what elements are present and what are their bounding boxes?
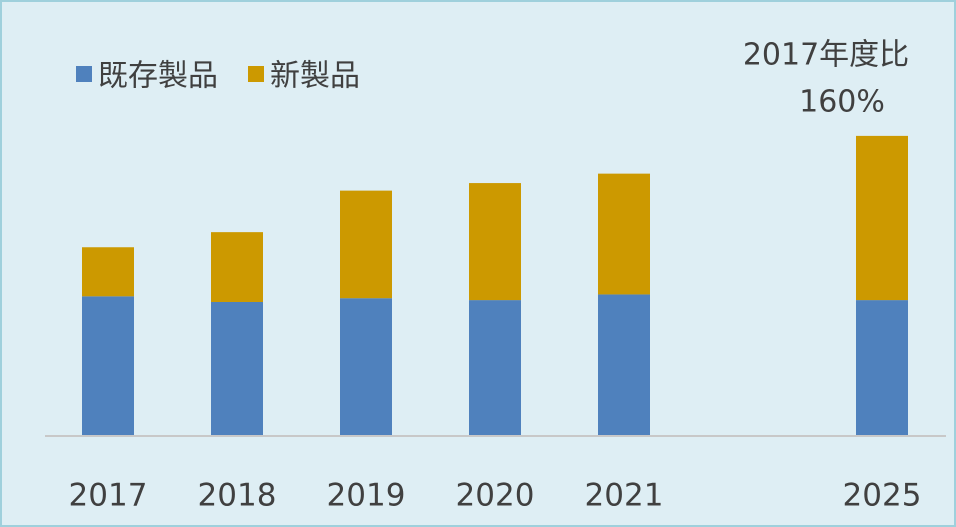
bar-segment <box>856 135 908 301</box>
legend-swatch <box>76 66 92 82</box>
legend-label: 既存製品 <box>98 59 218 94</box>
annotation: 160% <box>799 85 885 120</box>
bar-segment <box>82 247 134 297</box>
bar-segment <box>82 296 134 436</box>
annotation: 2017年度比 <box>743 38 909 73</box>
x-tick-label: 2020 <box>456 478 535 514</box>
x-tick-label: 2018 <box>198 478 277 514</box>
legend-swatch <box>248 66 264 82</box>
bar-segment <box>211 232 263 302</box>
bar-segment <box>340 298 392 436</box>
x-tick-label: 2025 <box>843 478 922 514</box>
x-tick-label: 2019 <box>327 478 406 514</box>
bar-segment <box>598 294 650 436</box>
legend-label: 新製品 <box>270 59 360 94</box>
bar-segment <box>340 190 392 299</box>
x-tick-label: 2017 <box>69 478 148 514</box>
bar-segment <box>598 173 650 295</box>
bar-segment <box>856 300 908 436</box>
bar-segment <box>469 183 521 301</box>
bar-segment <box>211 301 263 436</box>
x-tick-label: 2021 <box>585 478 664 514</box>
bar-segment <box>469 300 521 436</box>
